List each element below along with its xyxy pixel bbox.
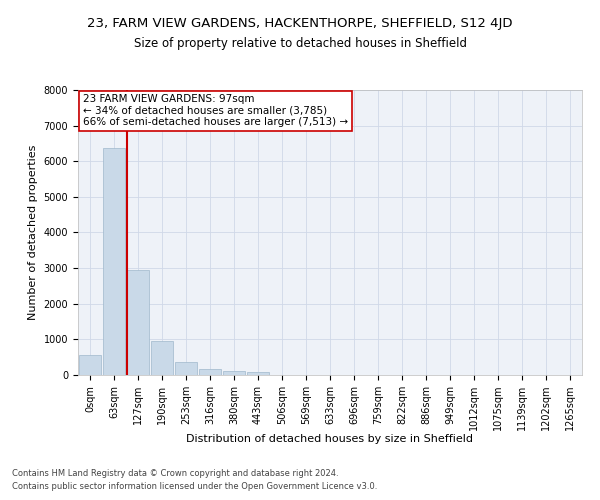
Y-axis label: Number of detached properties: Number of detached properties [28, 145, 38, 320]
Bar [127, 270, 149, 375]
Bar [199, 369, 221, 375]
Bar [247, 372, 269, 375]
Bar [175, 362, 197, 375]
Text: Size of property relative to detached houses in Sheffield: Size of property relative to detached ho… [133, 38, 467, 51]
Bar [223, 372, 245, 375]
X-axis label: Distribution of detached houses by size in Sheffield: Distribution of detached houses by size … [187, 434, 473, 444]
Text: 23, FARM VIEW GARDENS, HACKENTHORPE, SHEFFIELD, S12 4JD: 23, FARM VIEW GARDENS, HACKENTHORPE, SHE… [87, 18, 513, 30]
Bar [103, 148, 125, 375]
Text: Contains public sector information licensed under the Open Government Licence v3: Contains public sector information licen… [12, 482, 377, 491]
Text: Contains HM Land Registry data © Crown copyright and database right 2024.: Contains HM Land Registry data © Crown c… [12, 468, 338, 477]
Bar [79, 354, 101, 375]
Bar [151, 341, 173, 375]
Text: 23 FARM VIEW GARDENS: 97sqm
← 34% of detached houses are smaller (3,785)
66% of : 23 FARM VIEW GARDENS: 97sqm ← 34% of det… [83, 94, 348, 128]
